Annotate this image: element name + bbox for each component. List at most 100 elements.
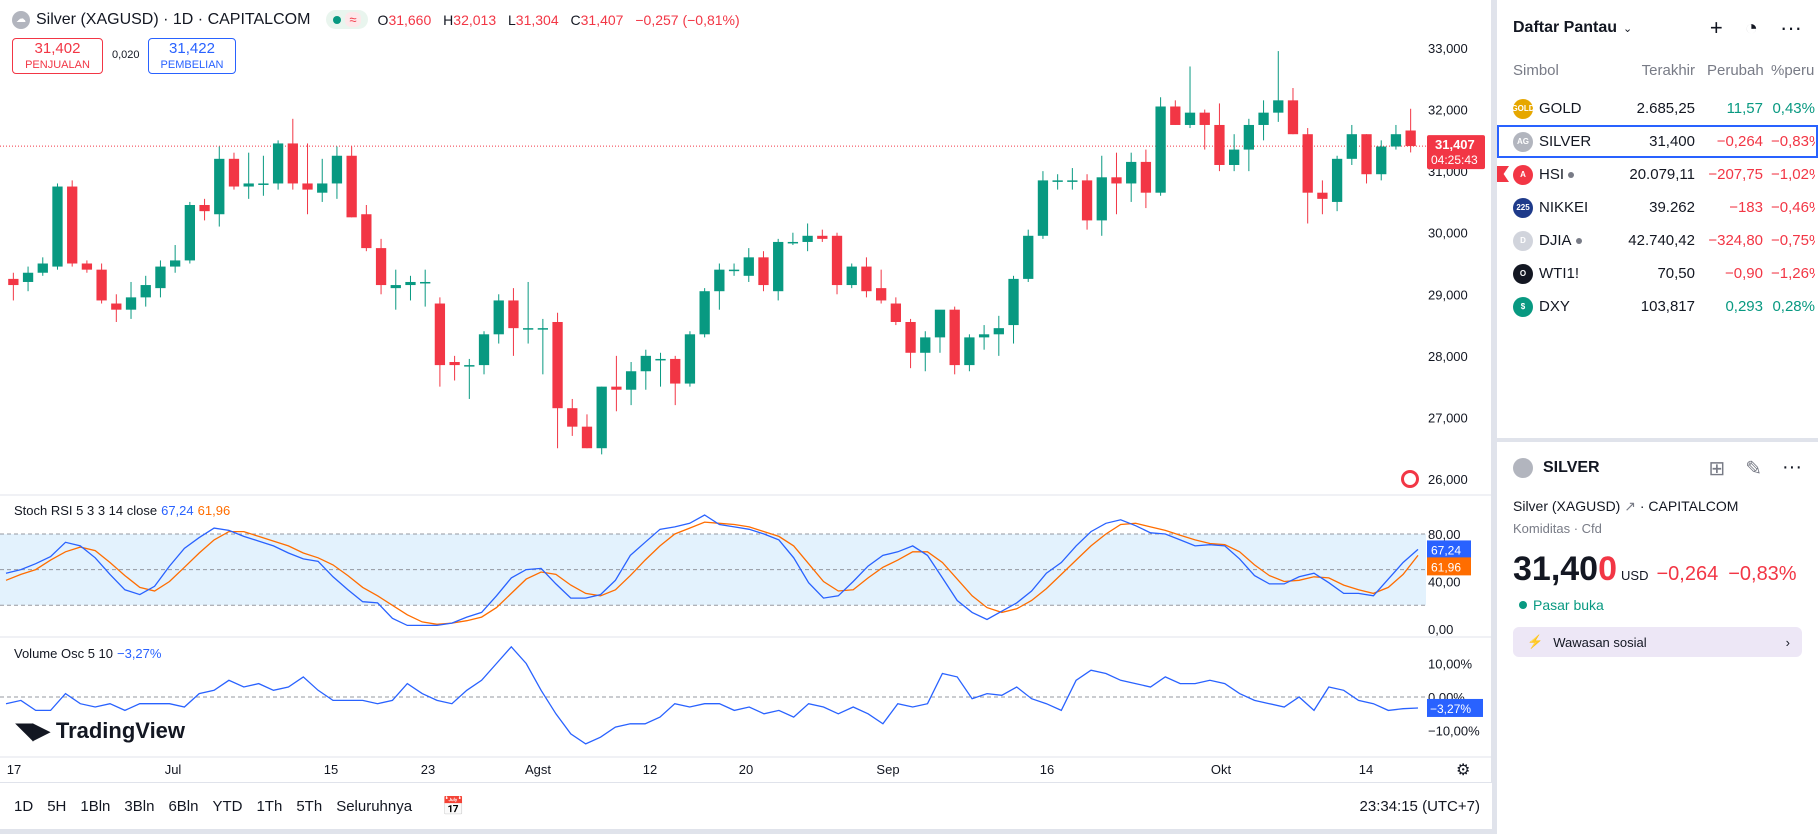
candle-body xyxy=(317,183,328,193)
clock[interactable]: 23:34:15 (UTC+7) xyxy=(1359,798,1480,815)
watchlist-row-silver[interactable]: AG SILVER 31,400 −0,264 −0,83% xyxy=(1497,125,1818,158)
candle-body xyxy=(1023,235,1034,279)
col-symbol[interactable]: Simbol xyxy=(1513,61,1559,79)
watchlist-row-djia[interactable]: D DJIA 42.740,42 −324,80 −0,75% xyxy=(1497,224,1818,257)
candle-body xyxy=(846,266,857,286)
candle-body xyxy=(581,426,593,449)
watchlist-last: 42.740,42 xyxy=(1628,232,1695,249)
candle-body xyxy=(537,328,549,330)
col-change[interactable]: Perubahan xyxy=(1707,61,1763,79)
timeframe-6bln[interactable]: 6Bln xyxy=(168,797,199,815)
watchlist-row-dxy[interactable]: $ DXY 103,817 0,293 0,28% xyxy=(1497,290,1818,323)
last-price-tag xyxy=(1427,135,1485,170)
watchlist-symbol: HSI xyxy=(1539,166,1565,183)
candle-body xyxy=(375,248,387,286)
candle-body xyxy=(640,355,651,372)
candle-body xyxy=(272,143,284,184)
stoch-rsi-legend[interactable]: Stoch RSI 5 3 3 14 close 67,24 61,96 xyxy=(14,503,231,518)
sell-button[interactable]: 31,402 PENJUALAN xyxy=(12,38,103,74)
symbol-title[interactable]: Silver (XAGUSD) · 1D · CAPITALCOM xyxy=(36,10,311,28)
chart-canvas[interactable]: 33,00032,00031,00030,00029,00028,00027,0… xyxy=(0,0,1491,782)
chart-pane[interactable]: ☁ Silver (XAGUSD) · 1D · CAPITALCOM ≈ O3… xyxy=(0,0,1492,782)
candle-body xyxy=(1199,112,1210,125)
tradingview-logo[interactable]: ◥▶ TradingView xyxy=(16,718,186,743)
tradingview-logo-icon: ◥▶ xyxy=(16,718,50,743)
external-link-icon[interactable]: ↗ xyxy=(1624,498,1636,514)
candle-body xyxy=(96,269,107,301)
candle-body xyxy=(714,269,725,292)
settings-gear-icon: ⚙ xyxy=(1456,762,1470,779)
symbol-logo-icon: $ xyxy=(1513,296,1533,317)
volume-tick: 10,00% xyxy=(1428,657,1473,672)
social-insight-button[interactable]: ⚡ Wawasan sosial › xyxy=(1513,627,1802,657)
candle-body xyxy=(596,386,607,449)
watchlist-title[interactable]: Daftar Pantau xyxy=(1513,19,1618,36)
sell-price: 31,402 xyxy=(34,40,81,57)
col-last[interactable]: Terakhir xyxy=(1641,61,1695,79)
candle-body xyxy=(1214,124,1225,165)
watchlist-symbol: DJIA xyxy=(1539,232,1572,249)
details-change-pct: −0,83% xyxy=(1728,563,1797,585)
countdown-label: 04:25:43 xyxy=(1431,153,1478,167)
date-range-icon[interactable]: 📅 xyxy=(442,795,465,816)
edit-icon[interactable]: ✎ xyxy=(1745,457,1763,480)
candle-body xyxy=(1317,192,1328,199)
volume-osc-legend[interactable]: Volume Osc 5 10 −3,27% xyxy=(14,646,162,661)
chart-legend: ☁ Silver (XAGUSD) · 1D · CAPITALCOM ≈ O3… xyxy=(12,10,748,29)
candle-body xyxy=(949,309,960,366)
timeframe-seluruhnya[interactable]: Seluruhnya xyxy=(336,797,413,815)
candle-body xyxy=(22,272,34,282)
timeframe-ytd[interactable]: YTD xyxy=(212,797,243,815)
stoch-band xyxy=(0,534,1426,606)
layout-icon[interactable]: ⊞ xyxy=(1708,457,1726,480)
timeframe-5h[interactable]: 5H xyxy=(47,797,67,815)
watchlist-row-nikkei[interactable]: 225 NIKKEI 39.262 −183 −0,46% xyxy=(1497,191,1818,224)
candle-body xyxy=(1405,130,1416,147)
col-pct[interactable]: %perubahan xyxy=(1771,61,1815,79)
pie-chart-icon[interactable]: ◔ xyxy=(1744,15,1759,40)
details-name[interactable]: Silver (XAGUSD) xyxy=(1513,498,1621,514)
timeframe-1th[interactable]: 1Th xyxy=(256,797,283,815)
candle-body xyxy=(214,158,225,215)
candle-body xyxy=(287,143,298,184)
candle-body xyxy=(964,337,975,366)
timeframe-5th[interactable]: 5Th xyxy=(296,797,323,815)
candle-body xyxy=(611,386,622,390)
buy-button[interactable]: 31,422 PEMBELIAN xyxy=(148,38,236,74)
candle-body xyxy=(155,266,166,289)
volume-osc-line xyxy=(5,645,1419,745)
more-icon[interactable]: ··· xyxy=(1782,455,1802,478)
timeframe-1bln[interactable]: 1Bln xyxy=(80,797,111,815)
watchlist-columns: Simbol Terakhir Perubahan %perubahan xyxy=(1497,56,1818,84)
add-symbol-icon[interactable]: + xyxy=(1709,15,1723,40)
candle-body xyxy=(434,303,446,366)
watchlist-row-hsi[interactable]: A HSI 20.079,11 −207,75 −1,02% xyxy=(1497,158,1818,191)
timeframe-3bln[interactable]: 3Bln xyxy=(124,797,155,815)
status-dot xyxy=(1568,171,1575,178)
watchlist-last: 103,817 xyxy=(1640,298,1695,315)
timeframe-1d[interactable]: 1D xyxy=(14,797,34,815)
watchlist-row-gold[interactable]: GOLD GOLD 2.685,25 11,57 0,43% xyxy=(1497,92,1818,125)
candle-body xyxy=(934,309,946,338)
candle-body xyxy=(875,288,887,301)
last-price-label: 31,407 xyxy=(1435,137,1475,152)
chevron-down-icon[interactable]: ⌄ xyxy=(1623,22,1633,35)
candle-body xyxy=(1052,180,1063,182)
candle-body xyxy=(1037,180,1049,236)
market-status: Pasar buka xyxy=(1497,597,1818,613)
candle-body xyxy=(699,291,710,335)
candle-body xyxy=(743,257,754,276)
candle-body xyxy=(1008,278,1019,326)
watchlist-row-wti1[interactable]: O WTI1! 70,50 −0,90 −1,26% xyxy=(1497,257,1818,290)
flag-icon[interactable] xyxy=(1497,166,1509,182)
price-tick: 29,000 xyxy=(1428,287,1468,302)
silver-icon xyxy=(1513,458,1533,478)
watchlist-symbol: NIKKEI xyxy=(1539,199,1589,216)
more-icon[interactable]: ··· xyxy=(1780,15,1802,40)
price-tick: 26,000 xyxy=(1428,472,1468,487)
candle-body xyxy=(1067,180,1078,182)
x-axis-tick: Agst xyxy=(525,762,551,777)
market-status-pill[interactable]: ≈ xyxy=(326,10,368,29)
buy-label: PEMBELIAN xyxy=(160,59,224,71)
details-symbol[interactable]: SILVER xyxy=(1543,459,1600,476)
